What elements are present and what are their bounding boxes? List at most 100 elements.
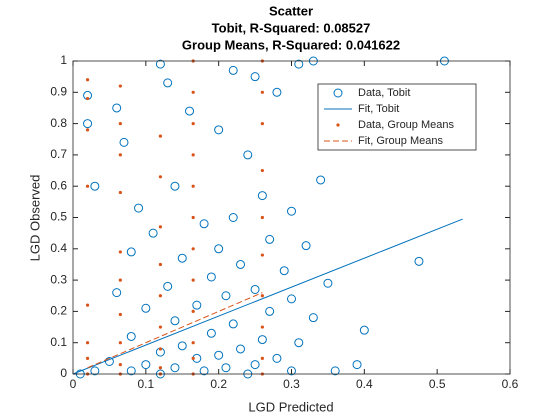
data-point: [118, 278, 122, 282]
data-point: [83, 119, 93, 129]
data-point: [260, 168, 264, 173]
data-point: [243, 150, 253, 160]
data-point: [191, 341, 195, 345]
fit-line: [72, 218, 463, 375]
data-point: [191, 90, 195, 94]
data-point: [287, 294, 296, 304]
data-point: [118, 122, 122, 126]
data-point: [90, 181, 100, 191]
data-point: [359, 325, 369, 335]
data-point: [214, 244, 224, 254]
data-point: [294, 59, 304, 69]
data-point: [191, 122, 195, 126]
legend-label: Data, Tobit: [358, 87, 410, 99]
data-point: [221, 291, 231, 301]
data-point: [163, 78, 173, 88]
data-point: [236, 344, 246, 354]
y-tick-label: 0.9: [50, 84, 67, 98]
data-point: [134, 203, 144, 213]
data-point: [141, 303, 151, 313]
y-tick-label: 0.7: [50, 147, 67, 161]
data-point: [191, 356, 195, 360]
data-point: [85, 303, 90, 307]
data-point: [191, 215, 195, 220]
y-tick-label: 1: [60, 53, 67, 67]
data-point: [126, 366, 136, 376]
data-point: [279, 266, 289, 276]
plot-frame: [72, 60, 511, 375]
data-point: [177, 341, 187, 351]
data-point: [199, 219, 209, 229]
legend-label: Data, Group Means: [358, 119, 454, 131]
data-point: [206, 328, 216, 338]
data-point: [85, 356, 90, 360]
data-point: [90, 366, 100, 376]
data-point: [158, 262, 162, 267]
y-tick-label: 0.5: [50, 210, 67, 224]
data-point: [177, 253, 187, 263]
y-tick-label: 0.3: [50, 272, 67, 286]
data-point: [155, 59, 165, 69]
data-point: [126, 331, 136, 341]
data-point: [158, 134, 162, 138]
data-point: [191, 278, 195, 282]
data-point: [414, 256, 424, 266]
data-point: [323, 278, 333, 288]
data-point: [85, 78, 90, 82]
y-axis-label: LGD Observed: [27, 175, 42, 262]
data-point: [158, 325, 162, 329]
data-point: [163, 281, 173, 291]
data-point: [85, 341, 90, 345]
data-point: [316, 175, 326, 185]
data-point: [85, 96, 90, 101]
data-point: [260, 253, 264, 257]
data-point: [272, 87, 282, 97]
fit-line: [87, 292, 263, 369]
data-point: [158, 225, 162, 229]
chart-subtitle: Tobit, R-Squared: 0.08527: [212, 20, 371, 35]
y-tick-label: 0: [60, 366, 67, 380]
data-point: [192, 300, 202, 310]
data-point: [265, 234, 275, 244]
data-point: [260, 122, 264, 126]
data-point: [191, 184, 195, 188]
data-point: [126, 247, 136, 257]
x-tick-label: 0.2: [210, 377, 227, 391]
data-point: [170, 316, 180, 326]
data-point: [119, 137, 129, 147]
data-point: [287, 206, 296, 216]
legend-label: Fit, Tobit: [358, 103, 399, 115]
data-point: [260, 356, 264, 360]
data-point: [158, 175, 162, 179]
data-point: [118, 153, 122, 157]
data-point: [141, 360, 151, 370]
x-tick-label: 0: [70, 377, 77, 391]
data-point: [170, 181, 180, 191]
x-tick-label: 0.4: [356, 377, 373, 391]
data-point: [250, 360, 260, 370]
data-point: [260, 325, 264, 329]
data-point: [214, 125, 224, 135]
data-point: [294, 338, 304, 348]
x-tick-label: 0.3: [283, 377, 300, 391]
data-point: [250, 72, 260, 82]
data-point: [85, 184, 90, 188]
data-point: [118, 363, 122, 367]
chart-title: Scatter: [269, 3, 313, 18]
y-tick-label: 0.4: [50, 241, 67, 255]
data-point: [158, 294, 162, 298]
y-tick-label: 0.2: [50, 304, 67, 318]
legend-icon: [336, 123, 340, 127]
x-tick-label: 0.6: [502, 377, 519, 391]
data-point: [158, 347, 162, 351]
data-point: [214, 350, 224, 360]
chart-subtitle: Group Means, R-Squared: 0.041622: [182, 37, 400, 52]
data-point: [85, 128, 90, 132]
data-point: [118, 84, 122, 88]
data-point: [112, 288, 122, 298]
data-point: [236, 259, 246, 269]
data-point: [228, 319, 238, 329]
data-point: [191, 309, 195, 313]
y-tick-label: 0.8: [50, 116, 67, 130]
